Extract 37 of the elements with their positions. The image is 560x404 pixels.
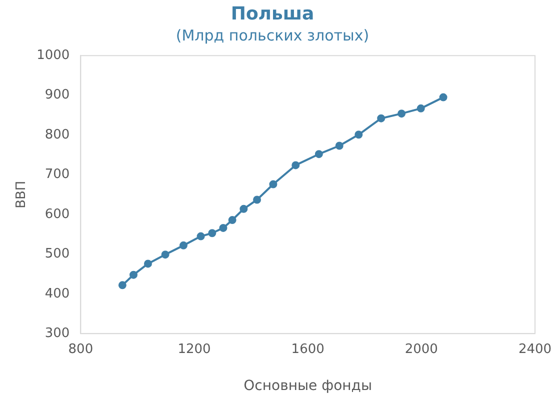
y-tick-label: 900 bbox=[44, 88, 70, 103]
y-tick-label: 1000 bbox=[36, 48, 70, 63]
point bbox=[377, 114, 386, 122]
point bbox=[253, 196, 262, 204]
point bbox=[228, 216, 236, 224]
point bbox=[208, 229, 216, 238]
x-tick-label: 2400 bbox=[518, 342, 552, 357]
point bbox=[118, 281, 126, 290]
point bbox=[292, 161, 300, 170]
point bbox=[314, 150, 323, 158]
chart-subtitle: (Млрд польских злотых) bbox=[176, 26, 370, 44]
point bbox=[240, 204, 248, 213]
point bbox=[439, 93, 448, 102]
point bbox=[196, 232, 205, 240]
x-tick-label: 1600 bbox=[291, 342, 324, 357]
point bbox=[335, 142, 344, 150]
y-tick-label: 800 bbox=[44, 127, 70, 142]
chart-title: Польша bbox=[230, 3, 314, 24]
point bbox=[398, 110, 406, 118]
y-tick-label: 300 bbox=[44, 326, 70, 341]
x-tick-label: 2000 bbox=[404, 342, 438, 357]
y-tick-label: 700 bbox=[44, 167, 70, 182]
point bbox=[416, 104, 425, 112]
y-tick-label: 400 bbox=[44, 286, 70, 302]
x-tick-label: 1200 bbox=[178, 342, 211, 357]
point bbox=[219, 224, 228, 232]
y-axis-title: ВВП bbox=[14, 180, 30, 208]
x-axis-title: Основные фонды bbox=[244, 378, 372, 394]
y-tick-label: 600 bbox=[44, 206, 70, 222]
point bbox=[354, 130, 363, 139]
y-tick-label: 500 bbox=[44, 246, 70, 262]
point bbox=[179, 241, 188, 250]
point bbox=[161, 250, 170, 259]
point bbox=[269, 180, 278, 188]
point bbox=[144, 260, 152, 268]
x-tick-label: 800 bbox=[68, 342, 94, 357]
point bbox=[130, 270, 138, 279]
